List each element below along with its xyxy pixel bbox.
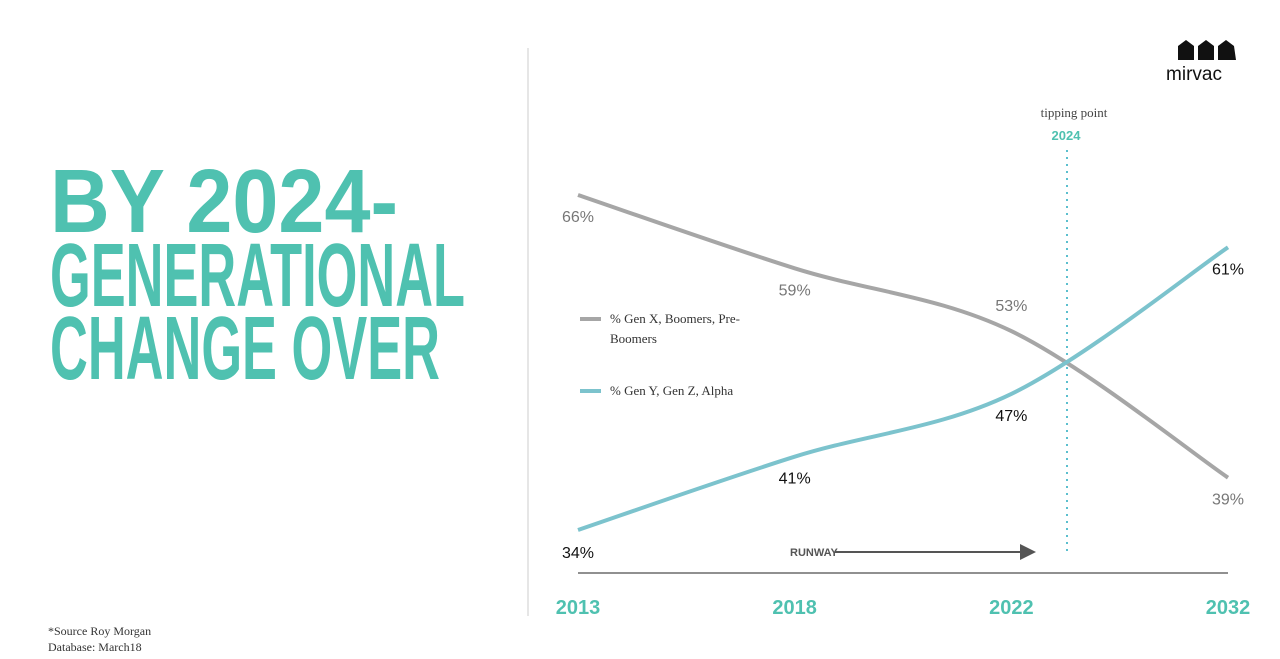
legend-label: % Gen Y, Gen Z, Alpha [610,383,734,398]
data-label: 59% [779,282,811,299]
data-label: 41% [779,471,811,488]
headline: CHANGE OVER [50,299,440,399]
x-tick-label: 2013 [556,597,601,619]
legend-label: % Gen X, Boomers, Pre-Boomers [610,311,740,346]
headline: BY 2024- [50,152,398,252]
data-label: 34% [562,545,594,562]
x-tick-label: 2022 [989,597,1034,619]
x-tick-label: 2032 [1206,597,1251,619]
annotation: tipping point [1041,105,1108,120]
source: Database: March18 [48,640,142,654]
annotation: 2024 [1052,128,1082,143]
data-label: 53% [995,298,1027,315]
data-label: 61% [1212,261,1244,278]
logo: mirvac [1166,64,1222,85]
line [577,193,1230,480]
source: *Source Roy Morgan [48,624,151,638]
logo-icon [1178,40,1236,60]
headline: GENERATIONAL [50,226,465,326]
data-label: 66% [562,209,594,226]
annotation: RUNWAY [790,547,839,559]
data-label: 39% [1212,492,1244,509]
line [577,245,1230,532]
data-label: 47% [995,408,1027,425]
x-tick-label: 2018 [772,597,817,619]
